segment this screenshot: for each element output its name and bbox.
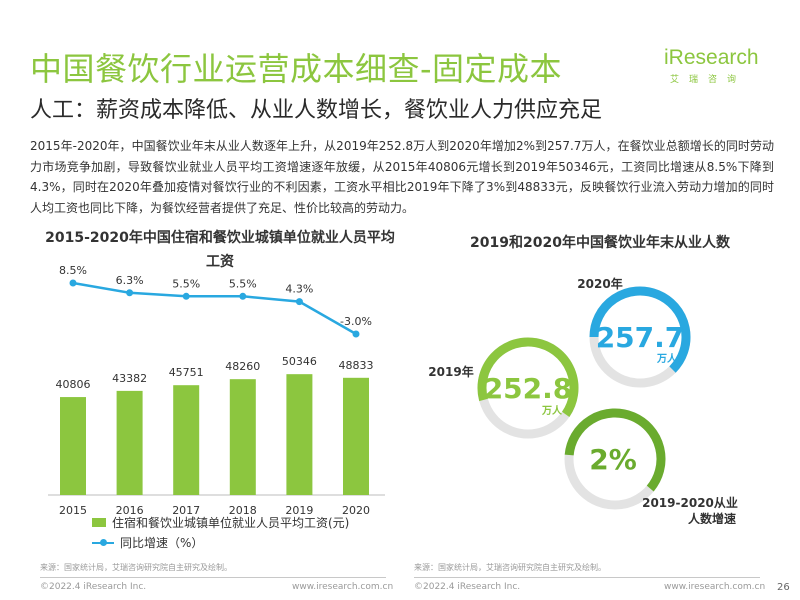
ring-2020-arc	[589, 286, 691, 373]
legend-bar: 住宿和餐饮业城镇单位就业人员平均工资(元)	[92, 514, 349, 531]
copyright-left: ©2022.4 iResearch Inc.	[40, 582, 147, 592]
copyright-right: ©2022.4 iResearch Inc.	[414, 582, 521, 592]
growth-point-2015	[69, 279, 77, 287]
legend-bar-swatch	[92, 518, 106, 527]
label-2019: 2019年	[428, 364, 473, 379]
label-2020: 2020年	[577, 276, 622, 291]
x-tick-2020: 2020	[342, 504, 370, 517]
url-left: www.iresearch.com.cn	[292, 582, 394, 592]
label-growth-2: 人数增速	[688, 511, 736, 524]
footer-divider-left	[40, 577, 386, 578]
ring-2020-unit: 万人	[656, 352, 678, 365]
growth-point-2018	[239, 292, 247, 300]
page-subtitle: 人工：薪资成本降低、从业人数增长，餐饮业人力供应充足	[30, 98, 603, 123]
bar-2019	[286, 374, 313, 495]
page-title: 中国餐饮行业运营成本细查-固定成本	[30, 50, 563, 88]
growth-point-2017	[182, 292, 190, 300]
page-number: 26	[777, 582, 790, 593]
source-note-left: 来源：国家统计局，艾瑞咨询研究院自主研究及绘制。	[40, 563, 232, 572]
growth-label-2020: -3.0%	[340, 315, 372, 328]
bar-label-2020: 48833	[339, 359, 374, 372]
ring-2020-value: 257.7	[596, 321, 685, 354]
bar-2020	[343, 377, 369, 495]
ring-2019-arc	[477, 337, 579, 417]
ring-2019-unit: 万人	[541, 404, 563, 417]
iresearch-logo: iResearch 艾瑞咨询	[664, 46, 774, 86]
employee-ring-chart: 257.7万人2020年252.8万人2019年2%2019-2020从业人数增…	[428, 276, 738, 524]
intro-paragraph: 2015年-2020年，中国餐饮业年末从业人数逐年上升，从2019年252.8万…	[30, 139, 774, 215]
wage-bar-line-chart: 40806 2015 43382 2016 45751 2017 48260 2018 5034…	[48, 264, 385, 517]
bar-label-2015: 40806	[56, 378, 91, 391]
bar-2016	[116, 390, 143, 495]
growth-line	[72, 281, 357, 336]
x-tick-2018: 2018	[229, 504, 257, 517]
legend-bar-label: 住宿和餐饮业城镇单位就业人员平均工资(元)	[112, 516, 350, 530]
growth-label-2015: 8.5%	[59, 264, 87, 277]
logo-wordmark: iResearch	[664, 46, 759, 69]
logo-chinese: 艾瑞咨询	[670, 75, 747, 85]
x-tick-2019: 2019	[285, 504, 313, 517]
bar-label-2017: 45751	[169, 366, 204, 379]
growth-point-2019	[295, 298, 303, 306]
footer-divider-right	[414, 577, 760, 578]
growth-label-2019: 4.3%	[285, 283, 313, 296]
label-growth-1: 2019-2020从业	[642, 495, 738, 510]
x-tick-2017: 2017	[172, 504, 200, 517]
url-right: www.iresearch.com.cn	[664, 582, 766, 592]
bar-label-2016: 43382	[112, 372, 147, 385]
ring-growth-arc	[564, 408, 666, 492]
growth-label-2016: 6.3%	[116, 274, 144, 287]
bar-2017	[173, 385, 200, 495]
x-tick-2015: 2015	[59, 504, 87, 517]
growth-point-2020	[352, 330, 360, 338]
growth-label-2018: 5.5%	[229, 277, 257, 290]
legend-line-label: 同比增速（%）	[120, 536, 204, 550]
bar-2018	[229, 379, 256, 495]
ring-2019-value: 252.8	[484, 372, 573, 405]
bar-2015	[60, 397, 86, 495]
bar-label-2018: 48260	[225, 360, 260, 373]
growth-point-2016	[126, 289, 134, 297]
x-tick-2016: 2016	[116, 504, 144, 517]
left-chart-title: 2015-2020年中国住宿和餐饮业城镇单位就业人员平均工资	[45, 230, 395, 270]
legend-line: 同比增速（%）	[92, 534, 203, 551]
ring-growth-value: 2%	[589, 443, 637, 476]
right-chart-title: 2019和2020年中国餐饮业年末从业人数	[470, 235, 730, 251]
bar-label-2019: 50346	[282, 355, 317, 368]
source-note-right: 来源：国家统计局，艾瑞咨询研究院自主研究及绘制。	[414, 563, 606, 572]
growth-label-2017: 5.5%	[172, 277, 200, 290]
legend-line-swatch	[92, 538, 114, 547]
